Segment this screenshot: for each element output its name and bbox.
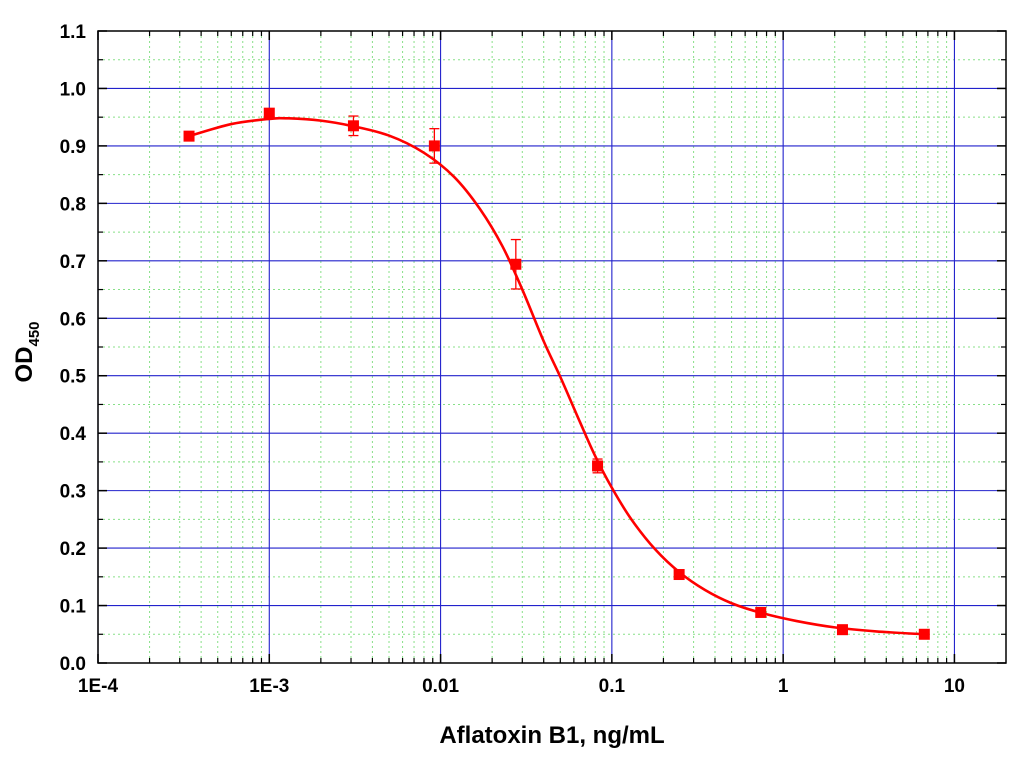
data-point-marker [428,140,440,152]
data-point-marker [592,460,604,472]
y-tick-label: 0.0 [60,654,86,675]
x-tick-label: 1 [778,676,789,697]
x-tick-label: 1E-4 [78,676,119,697]
y-tick-label: 0.2 [60,539,86,560]
x-tick-label: 0.01 [422,676,459,697]
y-tick-label: 1.0 [60,79,86,100]
major-grid [97,31,1006,663]
y-tick-label: 0.8 [60,194,86,215]
y-tick-label: 0.5 [60,367,87,388]
tick-labels: 1E-4 1E-3 0.01 0.1 1 10 0.0 0.1 0.2 0.3 0.4 0.5 0.6 0… [60,22,965,697]
y-tick-label: 0.7 [60,252,86,273]
data-point-marker [836,624,848,636]
y-tick-label: 0.4 [60,424,87,445]
data-points [183,107,930,640]
data-point-marker [510,258,522,270]
y-tick-label: 0.1 [60,597,87,618]
x-tick-label: 0.1 [599,676,626,697]
y-tick-label: 0.3 [60,482,86,503]
x-axis-title: Aflatoxin B1, ng/mL [439,722,664,749]
y-tick-label: 0.9 [60,137,86,158]
data-point-marker [347,120,359,132]
data-point-marker [918,628,930,640]
fit-curve [188,116,925,636]
data-point-marker [673,569,685,581]
y-axis-title-main: OD [11,347,38,383]
y-tick-label: 0.6 [60,309,86,330]
error-bars [348,115,603,474]
data-point-marker [183,130,195,142]
minor-grid [98,31,1006,663]
x-tick-label: 1E-3 [249,676,289,697]
data-point-marker [263,107,275,119]
axis-ticks [97,30,1006,664]
x-tick-label: 10 [944,676,965,697]
y-axis-title: OD450 [11,321,43,382]
y-axis-title-subscript: 450 [26,321,43,346]
data-point-marker [755,606,767,618]
y-tick-label: 1.1 [60,22,87,43]
